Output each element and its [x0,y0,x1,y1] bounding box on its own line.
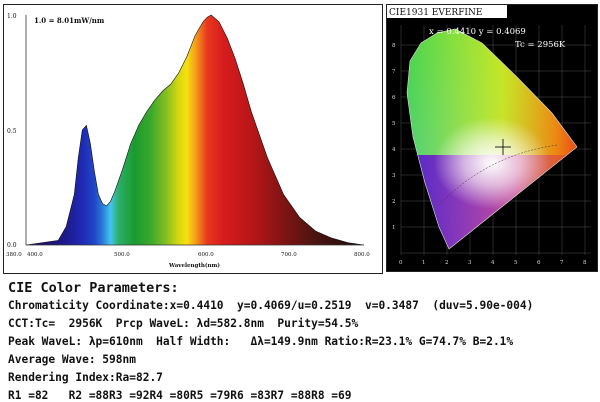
x-tick-label: 600.0 [198,252,214,258]
x-tick-label: 8 [583,260,587,266]
average-wave-line: Average Wave: 598nm [8,353,136,366]
y-tick-label: 5 [392,121,396,127]
x-axis-label: Wavelength(nm) [168,262,220,269]
y-tick-label: 7 [392,69,396,75]
x-tick-label: 700.0 [281,252,297,258]
spectrum-series-line [25,14,365,246]
r-values-line: R1 =82 R2 =88R3 =92R4 =80R5 =79R6 =83R7 … [8,389,352,402]
y-tick-label: 0.5 [7,128,17,135]
x-tick-label: 4 [491,260,495,266]
x-tick-label: 1 [422,260,426,266]
parameters-heading: CIE Color Parameters: [8,280,179,296]
spectrum-chart-panel: 1.0 = 8.01mW/nm 1.0 0.5 0.0 380.0 400.0 … [3,4,383,274]
cie-title: CIE1931 EVERFINE [389,8,482,18]
y-tick-label: 0.0 [7,242,17,249]
x-tick-label: 500.0 [114,252,130,258]
spectral-locus [406,28,578,250]
x-tick-label: 800.0 [354,252,370,258]
y-tick-label: 1.0 [7,13,17,20]
scale-label: 1.0 = 8.01mW/nm [34,16,105,25]
y-tick-label: 6 [392,95,396,101]
spectrum-chart: 1.0 = 8.01mW/nm 1.0 0.5 0.0 380.0 400.0 … [6,13,370,269]
peak-wavelength-line: Peak WaveL: λp=610nm Half Width: Δλ=149.… [8,335,514,348]
planckian-locus [438,144,558,206]
x-tick-label: 3 [468,260,472,266]
chromaticity-line: Chromaticity Coordinate:x=0.4410 y=0.406… [8,299,534,312]
y-tick-label: 1 [392,225,396,231]
x-tick-label: 380.0 [6,252,22,258]
y-tick-label: 8 [392,43,396,49]
cie-diagram-panel: 0 1 2 3 4 5 6 7 8 8 7 6 5 4 3 2 1 CIE193… [386,4,598,272]
y-tick-label: 4 [392,147,396,153]
y-tick-label: 3 [392,173,396,179]
cie-coordinates: x = 0.4410 y = 0.4069 [429,27,526,37]
cie-cct: Tc = 2956K [515,40,566,50]
x-tick-label: 0 [399,260,403,266]
y-tick-label: 2 [392,199,396,205]
cie-tick-labels: 0 1 2 3 4 5 6 7 8 8 7 6 5 4 3 2 1 [392,43,587,266]
x-tick-label: 5 [514,260,518,266]
cie-diagram: 0 1 2 3 4 5 6 7 8 8 7 6 5 4 3 2 1 CIE193… [387,5,597,271]
x-tick-label: 6 [537,260,541,266]
spectrum-fill [26,15,364,245]
cie-title-box [387,5,507,18]
x-tick-label: 400.0 [27,252,43,258]
cct-line: CCT:Tc= 2956K Prcp WaveL: λd=582.8nm Pur… [8,317,359,330]
x-tick-label: 7 [560,260,564,266]
chromaticity-marker [495,139,511,155]
rendering-index-line: Rendering Index:Ra=82.7 [8,371,163,384]
x-tick-label: 2 [445,260,449,266]
